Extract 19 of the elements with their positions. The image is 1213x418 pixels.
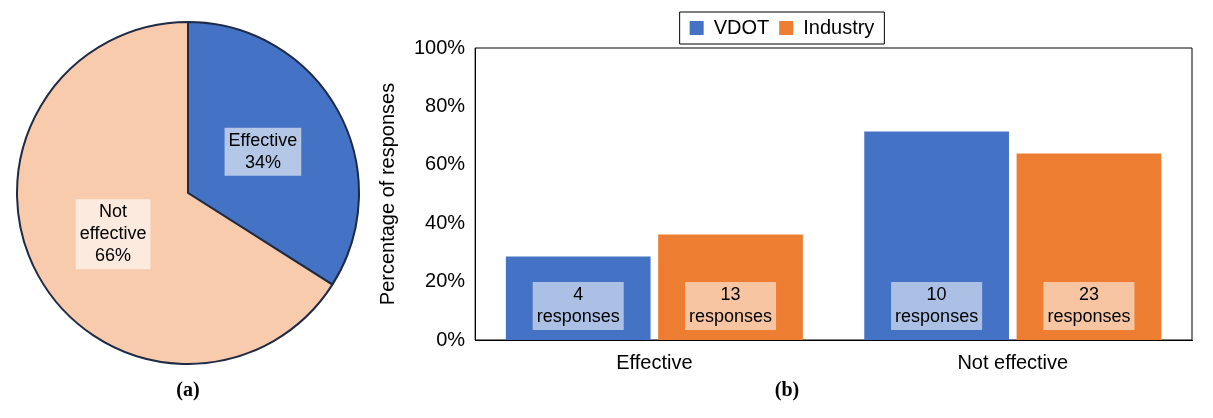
annotation: 23 responses bbox=[1047, 283, 1131, 326]
slice-label: Not effective bbox=[79, 201, 147, 244]
text: (a) bbox=[176, 378, 200, 401]
y-tick-label: 100% bbox=[414, 35, 466, 58]
annotation: 10 responses bbox=[895, 283, 979, 326]
slice-label: Effective bbox=[228, 129, 298, 150]
y-tick-label: 40% bbox=[425, 210, 466, 233]
y-tick-label: 80% bbox=[425, 93, 466, 116]
y-tick-label: 60% bbox=[425, 152, 466, 175]
y-tick-label: 0% bbox=[436, 327, 466, 350]
y-tick-label: 20% bbox=[425, 269, 466, 292]
data-label: 66% bbox=[95, 245, 132, 266]
legend-label: VDOT bbox=[713, 15, 770, 38]
y-axis-title: Percentage of responses bbox=[375, 82, 398, 306]
annotation: 13 responses bbox=[689, 283, 773, 326]
annotation: 4 responses bbox=[536, 283, 620, 326]
text: (b) bbox=[774, 378, 800, 401]
data-label: 34% bbox=[244, 151, 281, 172]
legend-label: Industry bbox=[803, 15, 875, 38]
